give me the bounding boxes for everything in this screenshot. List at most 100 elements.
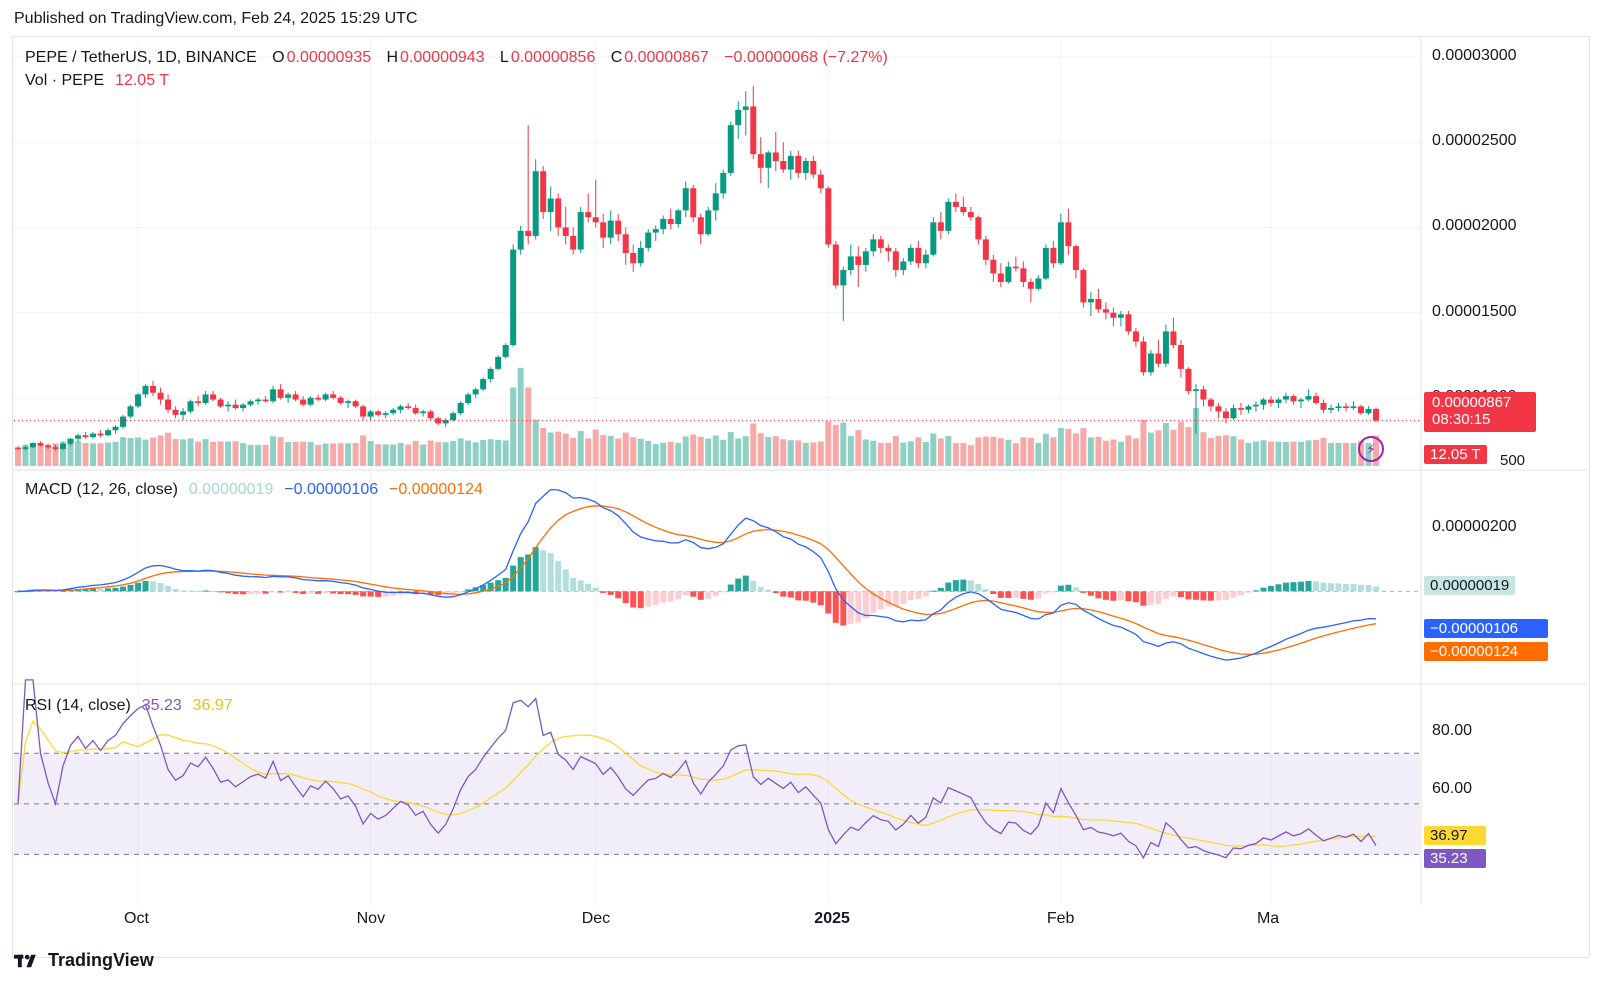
candle-body [772,152,779,161]
macd-histogram-bar [1335,583,1342,592]
macd-histogram-bar [742,575,749,592]
macd-histogram-bar [615,591,622,599]
macd-histogram-bar [450,591,457,594]
macd-histogram-bar [517,557,524,592]
volume-bar [82,443,89,466]
macd-histogram-bar [1245,591,1252,593]
macd-histogram-bar [1020,591,1027,599]
candle-body [1177,345,1184,369]
volume-bar [585,438,592,466]
candle-body [105,430,112,436]
time-tick-label: Nov [356,910,386,927]
time-tick-label: Feb [1046,910,1075,927]
macd-histogram-bar [360,591,367,597]
symbol-label[interactable]: PEPE / TetherUS, 1D, BINANCE [25,49,257,66]
volume-bar [495,439,502,466]
macd-title[interactable]: MACD (12, 26, close) [25,481,178,498]
candle-body [420,411,427,414]
volume-bar [480,439,487,466]
footer-brand-label: TradingView [48,950,154,970]
rsi-title[interactable]: RSI (14, close) [25,697,131,714]
volume-bar [420,444,427,466]
candle-body [307,397,314,405]
macd-hist-tag: 0.00000019 [1424,576,1516,595]
candle-body [510,249,517,346]
volume-bar [255,444,262,466]
macd-histogram-bar [1215,591,1222,601]
macd-histogram-bar [1042,591,1049,594]
volume-bar [1087,437,1094,466]
candle-body [750,106,757,155]
volume-bar [892,436,899,466]
volume-bar [922,441,929,466]
candle-body [1072,246,1079,271]
open-value: 0.00000935 [286,49,372,66]
candle-body [120,416,127,427]
volume-bar [757,433,764,466]
macd-histogram-bar [375,591,382,597]
footer-brand[interactable]: TradingView [14,950,154,971]
volume-bar [1147,432,1154,466]
volume-bar [727,431,734,466]
volume-bar [1072,433,1079,466]
volume-bar [532,419,539,466]
macd-histogram-bar [697,591,704,600]
macd-histogram-bar [307,591,314,594]
volume-bar [997,438,1004,466]
rsi-pane [14,679,1420,860]
macd-histogram-bar [705,591,712,599]
macd-histogram-bar [945,582,952,592]
volume-bar [847,435,854,466]
candle-body [637,247,644,264]
candle-body [337,397,344,403]
candle-body [1065,222,1072,247]
macd-histogram-bar [277,591,284,593]
volume-bar [810,442,817,466]
volume-bar [772,436,779,466]
volume-bar [607,435,614,466]
macd-histogram-bar [847,591,854,624]
candle-body [1305,396,1312,400]
candle-body [855,256,862,265]
candle-body [472,389,479,395]
candle-body [757,154,764,168]
macd-histogram-bar [1320,582,1327,592]
macd-histogram-bar [900,591,907,605]
volume-bar [367,441,374,466]
candle-body [997,273,1004,282]
macd-histogram-bar [1147,591,1154,605]
volume-bar [862,439,869,466]
candle-body [787,155,794,170]
macd-histogram-bar [675,591,682,600]
candle-body [540,171,547,213]
macd-histogram-bar [60,590,67,592]
volume-bar [1275,441,1282,466]
macd-tick-top: 0.00000200 [1432,518,1517,535]
candle-body [22,447,29,449]
macd-histogram-bar [757,586,764,592]
candle-body [922,254,929,264]
candle-body [817,174,824,189]
candle-body [1042,247,1049,279]
macd-histogram-bar [1155,591,1162,605]
volume-bar [907,441,914,466]
volume-bar [1095,436,1102,466]
candle-body [622,234,629,253]
volume-bar [1162,423,1169,466]
volume-label[interactable]: Vol · PEPE [25,72,105,89]
macd-histogram-bar [885,591,892,607]
volume-bar [157,435,164,466]
lightning-icon[interactable]: ⚡ [1358,436,1384,462]
candle-body [1275,399,1282,403]
candle-body [375,411,382,415]
price-tick-label: 0.00003000 [1432,47,1517,65]
volume-bar [622,432,629,466]
volume-bar [405,444,412,466]
volume-bar [720,439,727,466]
volume-bar [1110,439,1117,466]
price-tick-label: 0.00002500 [1432,132,1517,150]
macd-histogram-bar [1072,587,1079,592]
volume-bar [1020,437,1027,466]
volume-bar [570,437,577,466]
